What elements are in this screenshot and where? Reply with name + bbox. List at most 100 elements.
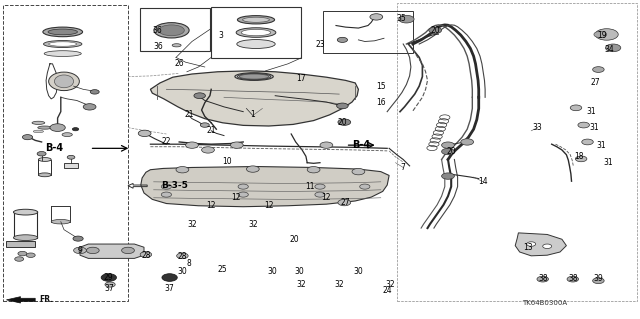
Text: 12: 12	[264, 201, 273, 210]
Circle shape	[461, 139, 474, 145]
Bar	[64, 163, 78, 168]
Circle shape	[593, 67, 604, 72]
Text: 27: 27	[340, 198, 351, 207]
Text: 32: 32	[187, 220, 197, 229]
Circle shape	[315, 184, 325, 189]
Text: 15: 15	[376, 82, 386, 91]
Text: 30: 30	[267, 267, 277, 276]
Text: 20: 20	[430, 26, 440, 35]
Text: FR.: FR.	[40, 295, 54, 304]
Text: 7: 7	[401, 163, 406, 172]
Text: 17: 17	[296, 74, 306, 83]
Ellipse shape	[38, 158, 51, 161]
Circle shape	[337, 103, 348, 109]
Circle shape	[567, 276, 579, 282]
Circle shape	[161, 192, 172, 197]
Text: 39: 39	[593, 274, 604, 283]
Text: 14: 14	[478, 177, 488, 186]
Text: 24: 24	[382, 286, 392, 295]
Text: 22: 22	[162, 137, 171, 146]
Ellipse shape	[49, 42, 77, 46]
Circle shape	[246, 166, 259, 172]
Circle shape	[105, 282, 115, 287]
Circle shape	[83, 104, 96, 110]
Ellipse shape	[38, 173, 51, 177]
Circle shape	[194, 93, 205, 99]
Circle shape	[593, 278, 604, 284]
Text: 31: 31	[589, 123, 599, 132]
Text: 26: 26	[174, 59, 184, 68]
Circle shape	[72, 128, 79, 131]
Text: 12: 12	[231, 193, 240, 202]
Text: 30: 30	[353, 267, 364, 276]
Text: 18: 18	[575, 152, 584, 161]
Circle shape	[527, 242, 536, 246]
Circle shape	[429, 27, 442, 33]
Bar	[3, 5, 128, 301]
Text: 1: 1	[250, 110, 255, 119]
Circle shape	[200, 123, 209, 127]
Circle shape	[320, 142, 333, 148]
Text: 20: 20	[289, 235, 300, 244]
Text: 36: 36	[152, 26, 162, 35]
Circle shape	[442, 173, 454, 179]
Circle shape	[570, 105, 582, 111]
Ellipse shape	[54, 75, 74, 88]
Circle shape	[138, 130, 151, 137]
Circle shape	[161, 184, 172, 189]
Ellipse shape	[62, 133, 72, 137]
Text: 28: 28	[178, 252, 187, 261]
Text: 8: 8	[186, 259, 191, 268]
Ellipse shape	[13, 209, 38, 215]
Text: 32: 32	[248, 220, 258, 229]
Circle shape	[370, 14, 383, 20]
Ellipse shape	[13, 235, 38, 241]
Text: 29: 29	[104, 273, 114, 282]
Circle shape	[595, 29, 618, 40]
Text: 23: 23	[315, 40, 325, 49]
Circle shape	[578, 122, 589, 128]
Ellipse shape	[239, 74, 269, 79]
Circle shape	[15, 257, 24, 261]
Text: 30: 30	[177, 267, 188, 276]
Circle shape	[101, 274, 116, 281]
Text: B-3-5: B-3-5	[161, 182, 188, 190]
Text: 37: 37	[104, 284, 114, 293]
Ellipse shape	[243, 17, 269, 22]
Ellipse shape	[159, 25, 184, 36]
Circle shape	[202, 147, 214, 153]
Ellipse shape	[43, 27, 83, 37]
Text: 38: 38	[538, 274, 548, 283]
Ellipse shape	[235, 73, 273, 80]
Text: 9: 9	[77, 246, 83, 255]
Text: 31: 31	[596, 141, 607, 150]
Text: 34: 34	[604, 45, 614, 54]
Circle shape	[37, 152, 46, 156]
Circle shape	[337, 37, 348, 42]
Text: TK64B0300A: TK64B0300A	[522, 300, 567, 306]
Text: 19: 19	[596, 31, 607, 40]
Circle shape	[442, 142, 454, 148]
Text: B-4: B-4	[45, 143, 63, 153]
Text: 9: 9	[78, 248, 82, 253]
Text: 28: 28	[141, 251, 150, 260]
Circle shape	[605, 44, 621, 52]
Text: 33: 33	[532, 123, 543, 132]
Circle shape	[86, 247, 99, 254]
Circle shape	[352, 168, 365, 175]
Bar	[211, 7, 301, 58]
Bar	[323, 11, 413, 53]
Ellipse shape	[44, 41, 82, 48]
Polygon shape	[6, 297, 35, 303]
Circle shape	[22, 135, 33, 140]
Polygon shape	[515, 233, 566, 256]
Text: 32: 32	[385, 280, 396, 289]
Circle shape	[442, 148, 454, 155]
Text: 3: 3	[218, 31, 223, 40]
Text: 38: 38	[568, 274, 578, 283]
Circle shape	[315, 192, 325, 197]
Ellipse shape	[237, 40, 275, 48]
Ellipse shape	[33, 130, 44, 133]
Circle shape	[26, 253, 35, 257]
Ellipse shape	[237, 16, 275, 24]
